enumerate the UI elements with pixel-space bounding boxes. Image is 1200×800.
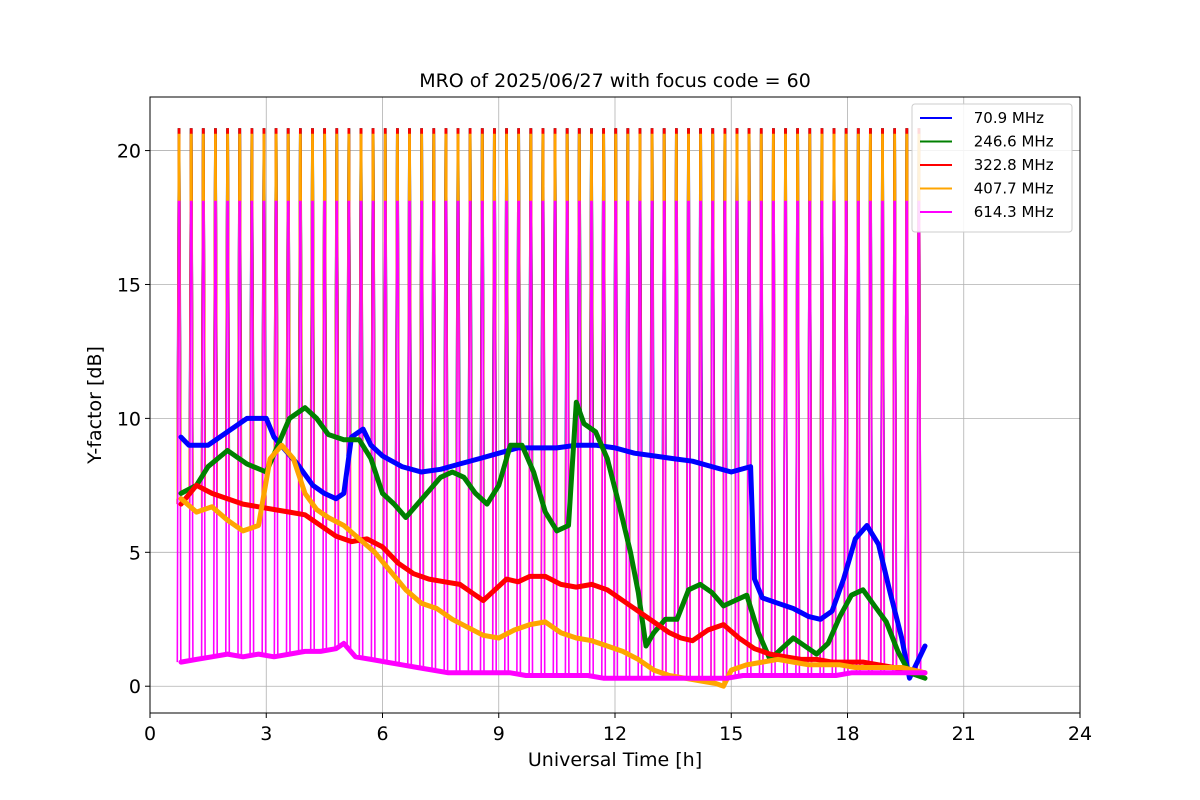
x-tick-label: 15	[719, 723, 743, 745]
x-tick-label: 3	[260, 723, 272, 745]
series-line-322-8-mhz	[178, 482, 928, 676]
legend-label: 407.7 MHz	[969, 180, 1054, 198]
x-tick-label: 21	[952, 723, 976, 745]
x-tick-label: 0	[144, 723, 156, 745]
y-tick-label: 10	[117, 408, 141, 430]
legend-label: 70.9 MHz	[969, 109, 1044, 127]
series-lines	[178, 399, 928, 689]
x-axis-label: Universal Time [h]	[528, 749, 702, 771]
spike-path-614-3-mhz	[176, 200, 922, 679]
chart-title: MRO of 2025/06/27 with focus code = 60	[419, 70, 811, 92]
y-axis-ticks: 0 5 10 15 20	[117, 141, 150, 698]
x-tick-label: 24	[1068, 723, 1092, 745]
legend-label: 322.8 MHz	[969, 156, 1054, 174]
x-axis-ticks: 0 3 6 9 12 15 18 21 24	[144, 713, 1092, 745]
series-line-246-6-mhz	[178, 399, 928, 681]
x-tick-label: 12	[603, 723, 627, 745]
y-axis-label: Y-factor [dB]	[84, 346, 106, 465]
spike-path-407-7-mhz	[176, 133, 922, 684]
series-line-70-9-mhz	[178, 415, 928, 681]
x-tick-label: 18	[835, 723, 859, 745]
legend: 70.9 MHz 246.6 MHz 322.8 MHz 407.7 MHz 6…	[911, 103, 1073, 233]
series-line-614-3-mhz	[178, 640, 928, 681]
legend-label: 246.6 MHz	[969, 133, 1054, 151]
x-tick-label: 9	[493, 723, 505, 745]
y-tick-label: 0	[129, 676, 141, 698]
series-line-407-7-mhz	[178, 442, 928, 689]
y-tick-label: 5	[129, 542, 141, 564]
spike-path-322-8-mhz	[176, 128, 922, 672]
x-tick-label: 6	[376, 723, 388, 745]
calibration-spikes	[176, 128, 922, 684]
y-tick-label: 15	[117, 274, 141, 296]
legend-label: 614.3 MHz	[969, 203, 1054, 221]
legend-box	[911, 103, 1073, 233]
y-tick-label: 20	[117, 141, 141, 163]
